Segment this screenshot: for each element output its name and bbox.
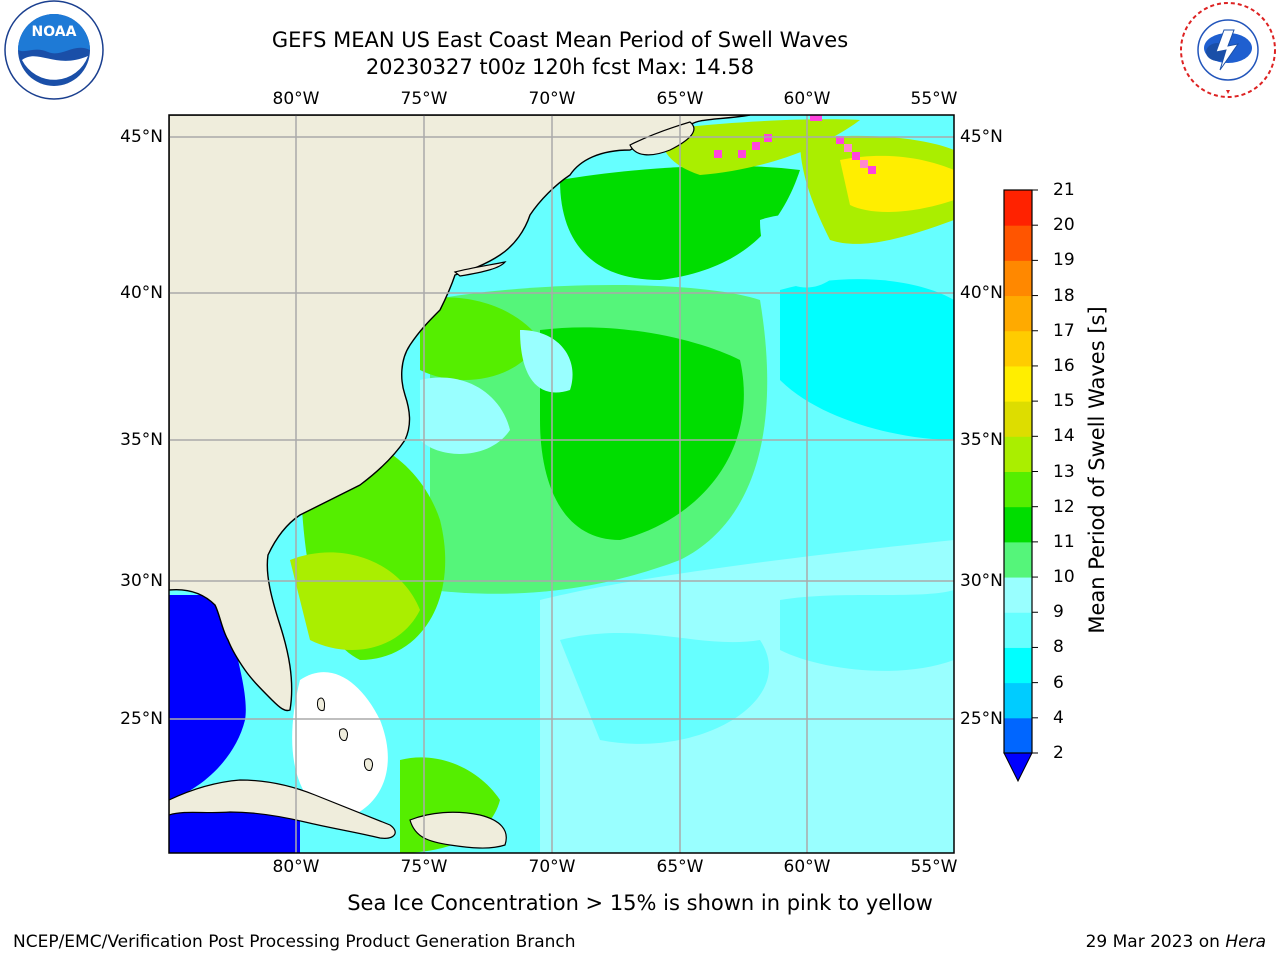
lon-label-top: 65°W xyxy=(656,89,704,109)
land-bahamas xyxy=(317,697,373,771)
map-subtitle: 20230327 t00z 120h fcst Max: 14.58 xyxy=(365,55,755,79)
land-nova-scotia xyxy=(629,121,695,156)
colorbar-swatch xyxy=(1004,401,1032,437)
lon-label-bottom: 60°W xyxy=(783,857,831,877)
lon-label-top: 80°W xyxy=(272,89,320,109)
colorbar-swatch xyxy=(1004,365,1032,402)
map-title: GEFS MEAN US East Coast Mean Period of S… xyxy=(271,28,849,52)
lon-label-top: 70°W xyxy=(528,89,576,109)
swell-region-8-9-offshore xyxy=(520,330,573,393)
lat-label-right: 40°N xyxy=(960,283,1003,303)
land-long-island xyxy=(453,261,507,277)
land-cuba xyxy=(169,779,396,839)
colorbar-label: 16 xyxy=(1053,355,1075,376)
colorbar-label: 11 xyxy=(1053,531,1075,552)
colorbar-swatch xyxy=(1004,647,1032,684)
swell-region-13-15 xyxy=(840,155,954,212)
colorbar-swatch xyxy=(1004,506,1032,543)
colorbar-swatch xyxy=(1004,471,1032,508)
colorbar-swatch xyxy=(1004,682,1032,719)
colorbar-swatch xyxy=(1004,190,1032,226)
colorbar-label: 18 xyxy=(1053,285,1075,306)
colorbar-label: 4 xyxy=(1053,707,1064,728)
footer-date: 29 Mar 2023 on Hera xyxy=(1086,932,1266,952)
nws-logo xyxy=(1178,0,1278,100)
swell-region-11-12-north xyxy=(420,297,540,380)
footer-date-text: 29 Mar 2023 on xyxy=(1085,932,1226,952)
lat-label-left: 45°N xyxy=(120,127,163,147)
colorbar-label: 6 xyxy=(1053,672,1064,693)
lon-label-bottom: 65°W xyxy=(656,857,704,877)
swell-region-6-8 xyxy=(560,632,770,744)
map-frame xyxy=(168,114,955,854)
colorbar-title: Mean Period of Swell Waves [s] xyxy=(1085,306,1109,634)
colorbar-label: 13 xyxy=(1053,461,1075,482)
colorbar-label: 15 xyxy=(1053,391,1075,412)
colorbar xyxy=(1003,189,1038,783)
lon-label-bottom: 55°W xyxy=(910,857,958,877)
lon-label-top: 60°W xyxy=(783,89,831,109)
colorbar-swatch xyxy=(1004,436,1032,472)
map-gridlines xyxy=(169,115,954,853)
lon-label-top: 55°W xyxy=(910,89,958,109)
colorbar-label: 8 xyxy=(1053,637,1064,658)
swell-region-below-2 xyxy=(169,595,246,800)
lat-label-left: 40°N xyxy=(120,283,163,303)
lon-label-bottom: 75°W xyxy=(400,857,448,877)
colorbar-swatch xyxy=(1004,260,1032,297)
sea-ice-note: Sea Ice Concentration > 15% is shown in … xyxy=(347,891,933,915)
swell-region-12-13-south xyxy=(290,552,420,650)
colorbar-label: 14 xyxy=(1053,426,1075,447)
footer-machine: Hera xyxy=(1225,932,1266,952)
colorbar-swatch xyxy=(1004,295,1032,332)
colorbar-label: 17 xyxy=(1053,320,1075,341)
colorbar-label: 9 xyxy=(1053,602,1064,623)
lat-label-left: 25°N xyxy=(120,709,163,729)
noaa-logo-text: NOAA xyxy=(32,24,77,40)
lat-label-right: 45°N xyxy=(960,127,1003,147)
colorbar-under-arrow xyxy=(1003,752,1033,783)
swell-region-4-6 xyxy=(780,279,954,440)
lat-label-right: 35°N xyxy=(960,430,1003,450)
footer-credit: NCEP/EMC/Verification Post Processing Pr… xyxy=(13,932,576,952)
lon-label-bottom: 80°W xyxy=(272,857,320,877)
colorbar-label: 19 xyxy=(1053,250,1075,271)
lon-label-top: 75°W xyxy=(400,89,448,109)
colorbar-label: 2 xyxy=(1053,743,1064,763)
noaa-logo: NOAA xyxy=(4,0,104,100)
lon-label-bottom: 70°W xyxy=(528,857,576,877)
land-north-america xyxy=(169,115,751,712)
colorbar-swatch xyxy=(1004,612,1032,648)
land-hispaniola xyxy=(409,811,507,849)
colorbar-swatch xyxy=(1004,225,1032,261)
colorbar-swatch xyxy=(1004,577,1032,613)
lat-label-right: 30°N xyxy=(960,571,1003,591)
sea-ice-marks xyxy=(714,115,876,174)
colorbar-label: 21 xyxy=(1053,180,1075,200)
swell-region-8-9-nearshore xyxy=(420,377,510,454)
colorbar-swatch xyxy=(1004,541,1032,578)
colorbar-label: 12 xyxy=(1053,496,1075,517)
colorbar-label: 20 xyxy=(1053,215,1075,236)
swell-region-6-8-east xyxy=(780,590,954,671)
lat-label-left: 35°N xyxy=(120,430,163,450)
swell-region-10-11 xyxy=(540,327,744,540)
bahamas-banks-no-data xyxy=(292,672,388,820)
colorbar-swatch xyxy=(1004,717,1032,754)
lat-label-right: 25°N xyxy=(960,709,1003,729)
colorbar-swatch xyxy=(1004,330,1032,367)
swell-region-6-8-north xyxy=(760,214,841,288)
lat-label-left: 30°N xyxy=(120,571,163,591)
colorbar-label: 10 xyxy=(1053,567,1075,588)
